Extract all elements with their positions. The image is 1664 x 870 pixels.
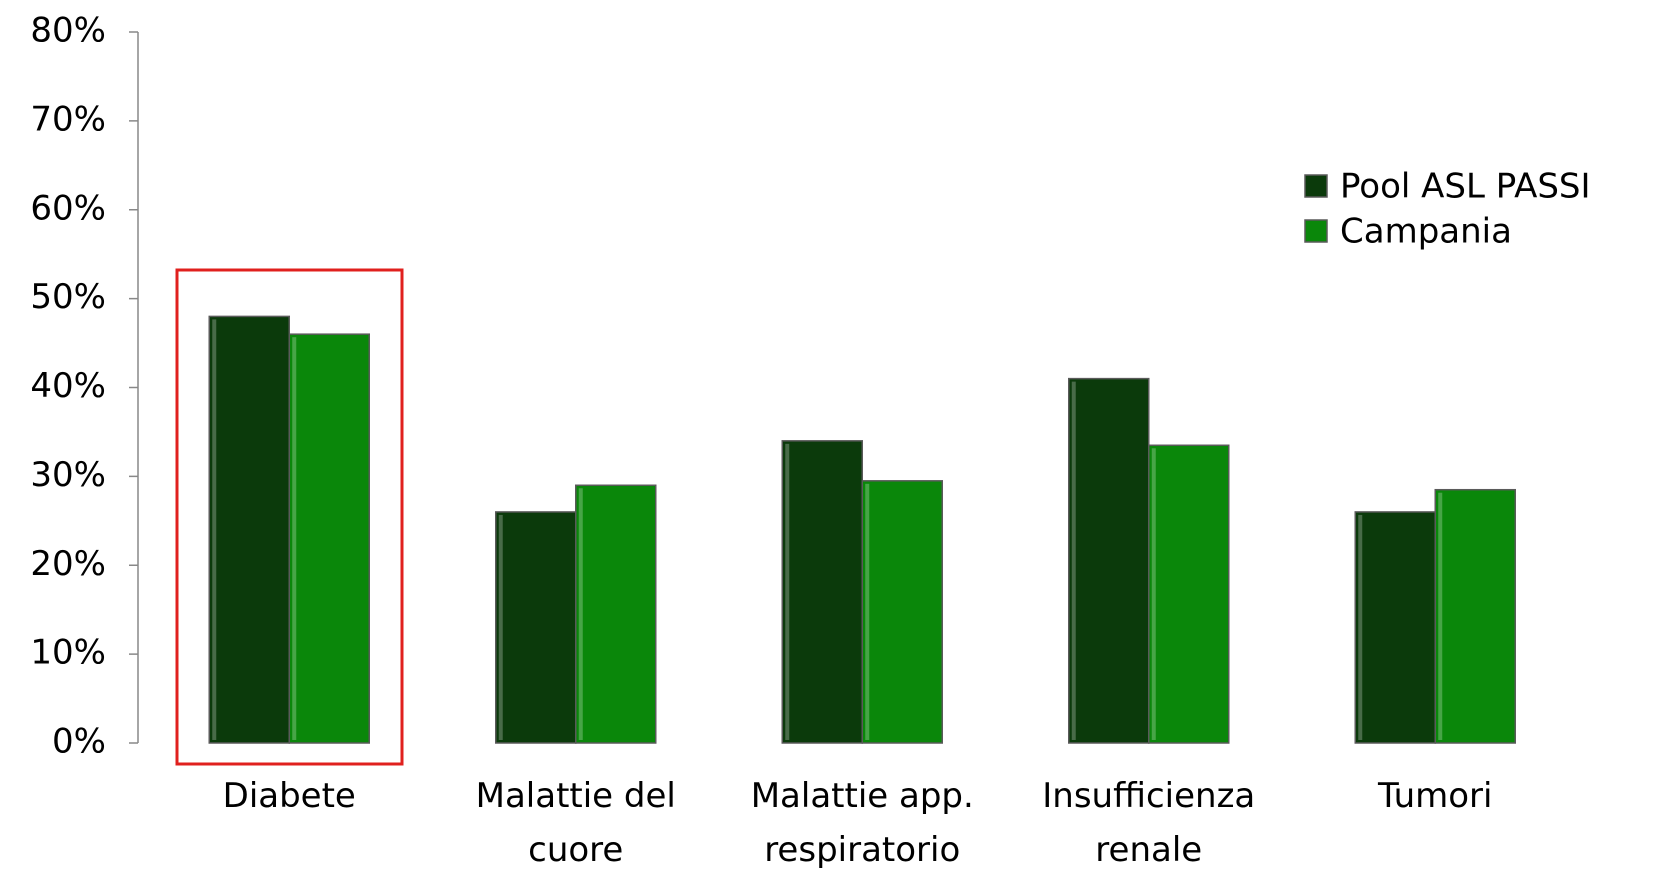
y-tick-label: 0%: [52, 722, 106, 762]
bar: [1434, 488, 1516, 744]
x-tick-label: Malattie app. respiratorio: [750, 776, 974, 870]
bar-highlight: [1358, 514, 1363, 740]
y-tick-label: 10%: [30, 633, 106, 673]
y-tick-label: 20%: [30, 544, 106, 584]
highlight-box: [175, 268, 404, 766]
y-tick-label: 60%: [30, 188, 106, 228]
legend-swatch: [1304, 219, 1328, 243]
legend-swatch: [1304, 174, 1328, 198]
x-tick-label: Malattie del cuore: [475, 776, 676, 870]
bar-highlight: [212, 319, 217, 740]
bar-highlight: [498, 514, 503, 740]
bar-highlight: [1438, 492, 1443, 740]
bar: [1148, 444, 1230, 744]
bar: [208, 315, 290, 744]
bar: [575, 484, 657, 744]
x-tick-label: Insufficienza renale: [1042, 776, 1256, 870]
bar: [1354, 511, 1436, 744]
bar: [861, 480, 943, 744]
bar-highlight: [578, 488, 583, 740]
y-tick-label: 70%: [30, 99, 106, 139]
bar-highlight: [865, 483, 870, 740]
bar-highlight: [785, 443, 790, 740]
legend-label: Pool ASL PASSI: [1340, 167, 1591, 207]
bar: [288, 333, 370, 744]
bar: [495, 511, 577, 744]
bar: [1068, 377, 1150, 744]
legend-label: Campania: [1340, 212, 1512, 252]
y-tick-label: 30%: [30, 455, 106, 495]
x-tick-label: Diabete: [222, 776, 356, 816]
y-tick-label: 50%: [30, 277, 106, 317]
y-tick-label: 40%: [30, 366, 106, 406]
bar-highlight: [1071, 381, 1076, 740]
bar: [781, 440, 863, 744]
bar-highlight: [1151, 448, 1156, 740]
x-tick-label: Tumori: [1377, 776, 1493, 816]
bar-highlight: [292, 337, 297, 740]
y-tick-label: 80%: [30, 11, 106, 51]
